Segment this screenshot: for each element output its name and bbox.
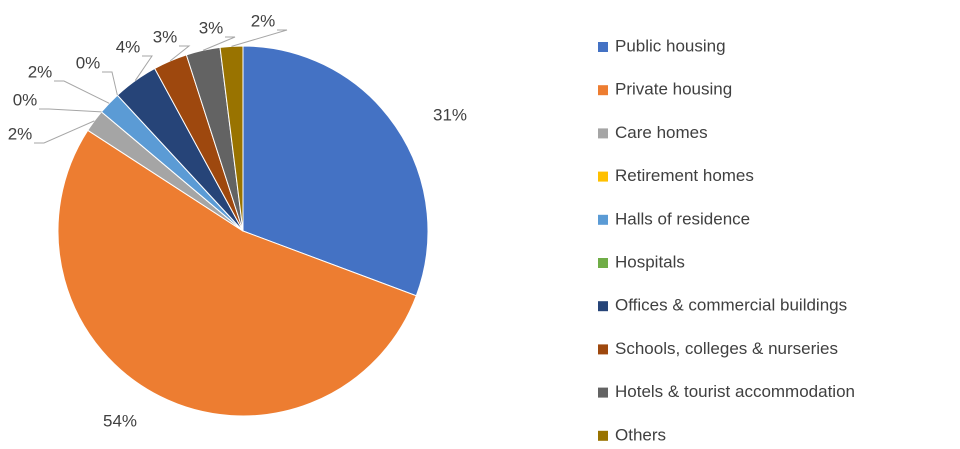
- legend-label: Hospitals: [615, 252, 685, 271]
- data-label: 54%: [103, 411, 137, 430]
- legend-swatch: [598, 42, 608, 52]
- leader-line: [202, 36, 236, 51]
- data-label: 31%: [433, 105, 467, 124]
- legend-swatch: [598, 344, 608, 355]
- legend-swatch: [598, 387, 608, 398]
- legend: Public housing Private housing Care homes R…: [598, 36, 855, 444]
- data-label: 3%: [153, 27, 178, 46]
- leader-line: [39, 108, 102, 113]
- legend-swatch: [598, 85, 608, 96]
- legend-label: Offices & commercial buildings: [615, 296, 847, 315]
- pie-slice: [57, 129, 417, 417]
- legend-label: Halls of residence: [615, 209, 750, 228]
- legend-label: Public housing: [615, 36, 726, 55]
- leader-line: [102, 71, 118, 96]
- data-label: 3%: [199, 18, 224, 37]
- legend-swatch: [598, 128, 608, 139]
- legend-label: Private housing: [615, 80, 732, 99]
- pie: [57, 45, 429, 417]
- legend-swatch: [598, 214, 608, 225]
- legend-swatch: [598, 171, 608, 182]
- leader-line: [134, 55, 153, 81]
- data-label: 2%: [28, 62, 53, 81]
- legend-swatch: [598, 301, 608, 312]
- legend-label: Schools, colleges & nurseries: [615, 339, 838, 358]
- leader-line: [169, 45, 191, 62]
- data-label: 0%: [76, 53, 101, 72]
- legend-label: Hotels & tourist accommodation: [615, 382, 855, 401]
- data-label: 2%: [251, 11, 276, 30]
- legend-label: Others: [615, 425, 666, 444]
- leader-line: [231, 29, 288, 47]
- legend-swatch: [598, 430, 608, 441]
- legend-swatch: [598, 258, 608, 268]
- data-label: 0%: [13, 90, 38, 109]
- data-labels: 31% 54% 2% 0% 2% 0% 4% 3% 3% 2%: [8, 11, 467, 430]
- data-label: 2%: [8, 124, 33, 143]
- leader-line: [54, 80, 110, 104]
- leader-line: [34, 120, 95, 144]
- data-label: 4%: [116, 37, 141, 56]
- legend-label: Retirement homes: [615, 166, 754, 185]
- pie-slice: [242, 45, 429, 297]
- legend-label: Care homes: [615, 123, 708, 142]
